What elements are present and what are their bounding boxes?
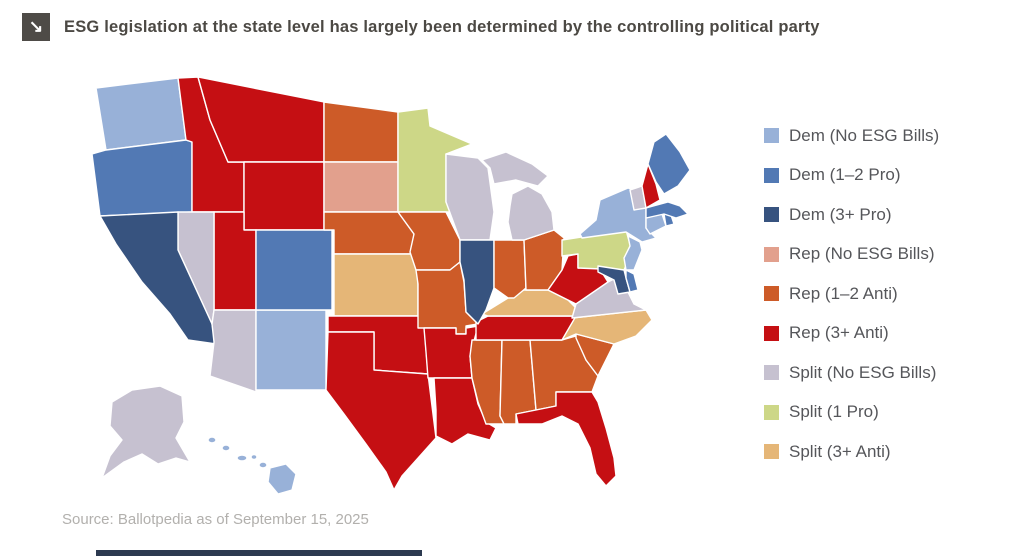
state-de bbox=[625, 269, 639, 293]
legend-swatch bbox=[764, 207, 779, 223]
legend-label: Dem (3+ Pro) bbox=[789, 204, 892, 224]
footer-accent-bar bbox=[96, 550, 422, 556]
legend-item-rep_anti3: Rep (3+ Anti) bbox=[764, 314, 939, 354]
legend-label: Dem (1–2 Pro) bbox=[789, 165, 901, 185]
state-me bbox=[647, 133, 691, 195]
legend-label: Split (1 Pro) bbox=[789, 402, 879, 422]
state-hi-island-5 bbox=[258, 461, 268, 469]
legend-item-dem_pro12: Dem (1–2 Pro) bbox=[764, 156, 939, 196]
state-va bbox=[571, 275, 647, 319]
state-in bbox=[493, 239, 527, 299]
state-ca bbox=[99, 211, 217, 345]
legend-item-rep_none: Rep (No ESG Bills) bbox=[764, 235, 939, 275]
state-nm bbox=[255, 309, 327, 391]
legend-item-split_anti3: Split (3+ Anti) bbox=[764, 432, 939, 472]
legend-item-dem_pro3: Dem (3+ Pro) bbox=[764, 195, 939, 235]
state-ma bbox=[645, 201, 689, 219]
legend-item-rep_anti12: Rep (1–2 Anti) bbox=[764, 274, 939, 314]
state-hi-island-4 bbox=[250, 453, 258, 461]
arrow-down-right-icon: ↘ bbox=[22, 13, 50, 41]
legend-swatch bbox=[764, 325, 779, 341]
state-az bbox=[209, 309, 257, 393]
state-hi-island-2 bbox=[221, 444, 231, 452]
state-ak bbox=[101, 385, 191, 479]
legend-label: Split (3+ Anti) bbox=[789, 441, 891, 461]
legend-item-split_pro1: Split (1 Pro) bbox=[764, 393, 939, 433]
state-mi-upper bbox=[481, 151, 549, 187]
legend: Dem (No ESG Bills) Dem (1–2 Pro) Dem (3+ P… bbox=[764, 116, 939, 472]
legend-swatch bbox=[764, 167, 779, 183]
state-ne bbox=[323, 211, 415, 255]
state-hi-island-3 bbox=[236, 454, 248, 462]
legend-swatch bbox=[764, 246, 779, 262]
state-nh bbox=[641, 163, 661, 209]
state-nj bbox=[623, 235, 643, 271]
source-note: Source: Ballotpedia as of September 15, … bbox=[62, 511, 369, 528]
state-tx bbox=[325, 331, 437, 491]
header: ↘ ESG legislation at the state level has… bbox=[22, 13, 820, 41]
legend-item-dem_none: Dem (No ESG Bills) bbox=[764, 116, 939, 156]
state-nd bbox=[323, 101, 399, 163]
legend-label: Split (No ESG Bills) bbox=[789, 362, 937, 382]
page-title: ESG legislation at the state level has l… bbox=[64, 17, 820, 36]
state-hi-big-island bbox=[267, 463, 297, 495]
map-svg bbox=[91, 76, 691, 495]
state-fl bbox=[515, 391, 617, 487]
legend-swatch bbox=[764, 404, 779, 420]
legend-item-split_none: Split (No ESG Bills) bbox=[764, 353, 939, 393]
state-hi-island-1 bbox=[207, 436, 217, 444]
states-group bbox=[91, 76, 691, 495]
state-wy bbox=[243, 161, 325, 231]
legend-label: Rep (No ESG Bills) bbox=[789, 244, 935, 264]
state-md bbox=[597, 265, 631, 295]
state-co bbox=[255, 229, 333, 311]
legend-swatch bbox=[764, 365, 779, 381]
legend-swatch bbox=[764, 128, 779, 144]
state-ks bbox=[333, 253, 419, 317]
state-wi bbox=[445, 153, 495, 241]
state-or bbox=[91, 139, 193, 217]
state-tn bbox=[475, 315, 577, 341]
legend-swatch bbox=[764, 286, 779, 302]
state-mi-lower bbox=[507, 185, 555, 241]
state-sd bbox=[323, 161, 399, 213]
legend-swatch bbox=[764, 444, 779, 460]
legend-label: Rep (1–2 Anti) bbox=[789, 283, 898, 303]
legend-label: Dem (No ESG Bills) bbox=[789, 125, 940, 145]
state-wa bbox=[95, 77, 187, 151]
us-choropleth-map bbox=[84, 72, 760, 508]
legend-label: Rep (3+ Anti) bbox=[789, 323, 889, 343]
